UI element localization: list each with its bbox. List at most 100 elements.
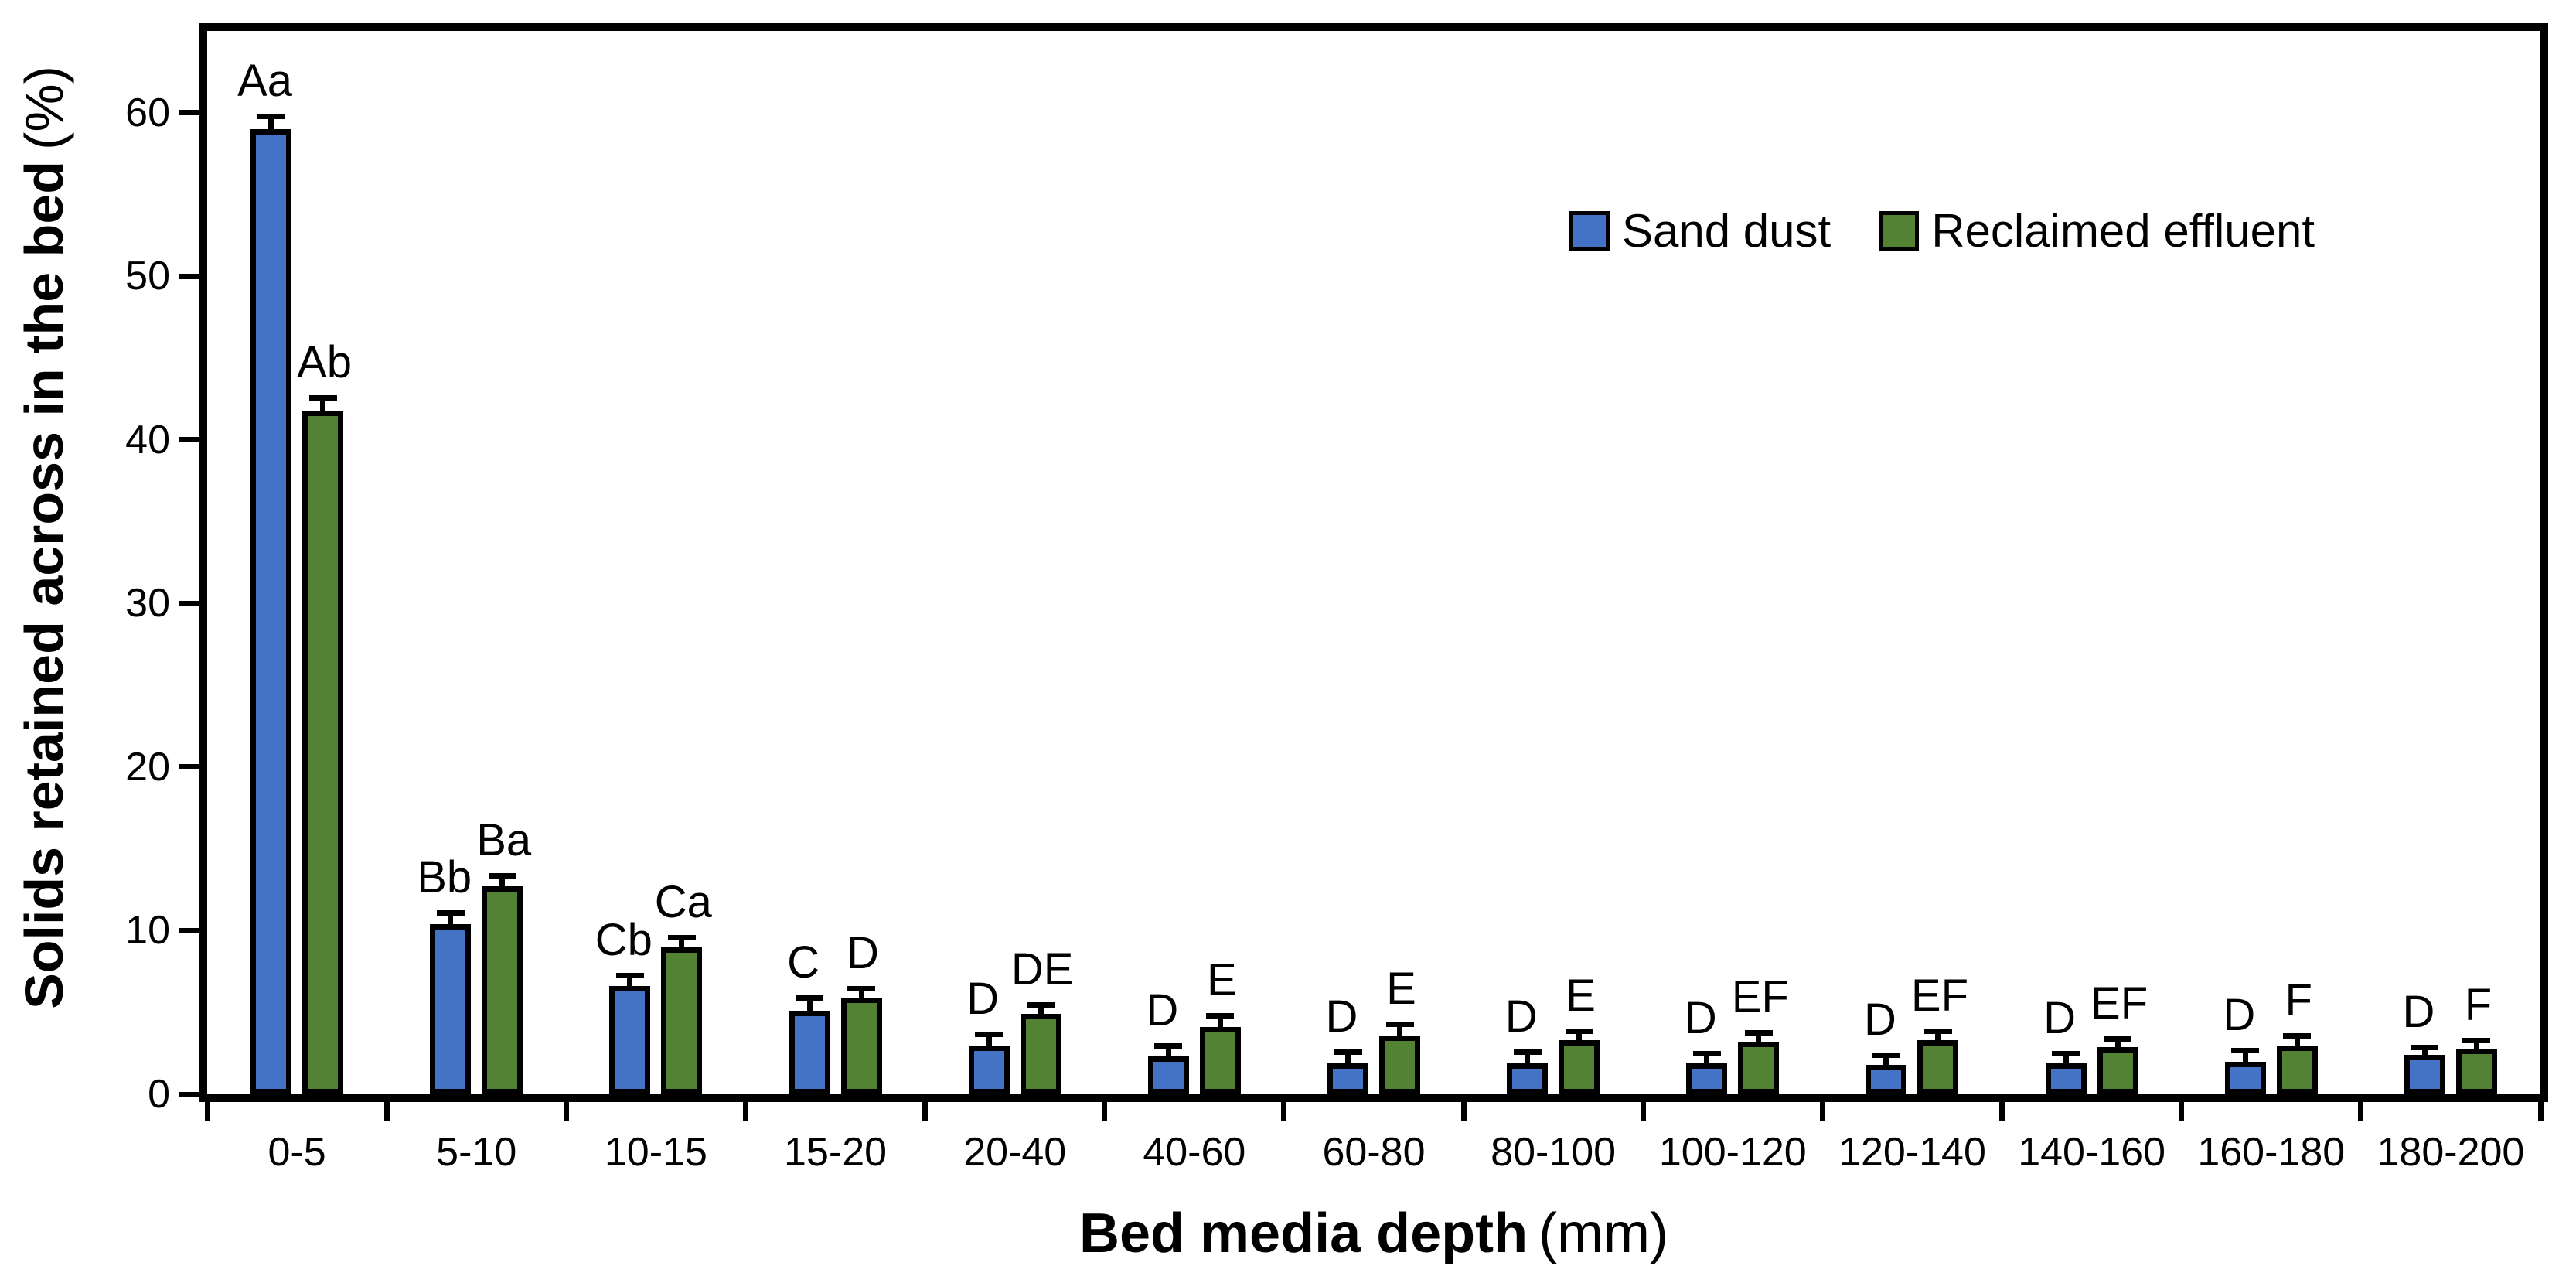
bar-reclaimed-effluent xyxy=(1738,1042,1780,1094)
x-axis-category-label: 0-5 xyxy=(267,1130,326,1175)
bar-sand-dust xyxy=(2224,1061,2266,1094)
bar-sand-dust xyxy=(789,1011,830,1094)
x-axis-category-label: 160-180 xyxy=(2197,1130,2346,1175)
bar-sand-dust xyxy=(968,1045,1010,1094)
legend: Sand dust Reclaimed effluent xyxy=(1569,206,2315,257)
x-axis-category-label: 80-100 xyxy=(1491,1130,1617,1175)
bar-sand-dust xyxy=(609,986,651,1094)
x-axis-tick xyxy=(1999,1102,2005,1121)
x-axis-title: Bed media depth (mm) xyxy=(207,1203,2540,1264)
y-axis-tick xyxy=(179,764,199,770)
x-axis-unit: (mm) xyxy=(1538,1203,1668,1264)
bar-sand-dust xyxy=(2404,1055,2445,1094)
bar-reclaimed-effluent xyxy=(1199,1027,1241,1094)
bar-reclaimed-effluent xyxy=(840,998,882,1094)
error-bar-line xyxy=(1576,1030,1583,1044)
y-axis-tick-label: 30 xyxy=(125,581,170,626)
bar-sand-dust xyxy=(1147,1056,1189,1094)
bar-reclaimed-effluent xyxy=(302,410,344,1094)
significance-letter: EF xyxy=(1910,970,1969,1021)
significance-letter: Cb xyxy=(595,914,653,965)
legend-label: Sand dust xyxy=(1622,205,1831,257)
y-axis-tick xyxy=(179,600,199,606)
significance-letter: D xyxy=(847,927,879,978)
y-axis-tick-label: 10 xyxy=(125,908,170,954)
bar-sand-dust xyxy=(1327,1063,1368,1094)
y-axis-tick xyxy=(179,110,199,116)
error-bar-line xyxy=(2421,1046,2428,1059)
significance-letter: DE xyxy=(1010,943,1074,995)
x-axis-category-label: 180-200 xyxy=(2377,1130,2525,1175)
significance-letter: E xyxy=(1566,970,1596,1021)
error-bar-line xyxy=(1704,1053,1710,1066)
bar-reclaimed-effluent xyxy=(661,947,703,1094)
significance-letter: D xyxy=(1504,991,1538,1042)
error-bar-line xyxy=(1165,1045,1171,1060)
error-bar-line xyxy=(806,998,813,1015)
error-bar-line xyxy=(1345,1052,1351,1066)
x-axis-category-label: 10-15 xyxy=(604,1130,707,1175)
x-axis-tick xyxy=(1281,1102,1287,1121)
x-axis-category-label: 15-20 xyxy=(784,1130,888,1175)
x-axis-tick xyxy=(1819,1102,1825,1121)
x-axis-tick xyxy=(2358,1102,2364,1121)
significance-letter: Ab xyxy=(297,336,353,387)
significance-letter: D xyxy=(1146,984,1179,1036)
x-axis-category-label: 120-140 xyxy=(1838,1130,1986,1175)
significance-letter: Ca xyxy=(654,876,712,927)
x-axis-tick xyxy=(383,1102,390,1121)
bar-reclaimed-effluent xyxy=(2097,1046,2138,1094)
error-bar-line xyxy=(1397,1024,1402,1039)
bar-reclaimed-effluent xyxy=(2455,1048,2497,1094)
significance-letter: Ba xyxy=(476,814,532,865)
y-axis-tick xyxy=(179,437,199,443)
legend-swatch-icon xyxy=(1879,211,1920,251)
bar-reclaimed-effluent xyxy=(1020,1014,1061,1094)
bar-reclaimed-effluent xyxy=(1379,1035,1420,1094)
significance-letter: E xyxy=(1207,955,1237,1006)
x-axis-tick xyxy=(922,1102,929,1121)
error-bar-line xyxy=(986,1033,992,1049)
x-axis-category-label: 20-40 xyxy=(963,1130,1067,1175)
significance-letter: D xyxy=(966,973,1000,1024)
significance-letter: D xyxy=(2402,986,2435,1037)
y-axis-tick xyxy=(179,273,199,279)
y-axis-tick xyxy=(179,927,199,933)
x-axis-tick xyxy=(2537,1102,2544,1121)
bar-sand-dust xyxy=(2045,1063,2087,1094)
error-bar-line xyxy=(2242,1049,2248,1065)
bar-sand-dust xyxy=(250,128,292,1094)
plot-area xyxy=(199,23,2548,1102)
x-axis-tick xyxy=(1102,1102,1108,1121)
bar-sand-dust xyxy=(1686,1063,1728,1094)
significance-letter: F xyxy=(2285,974,2312,1025)
bar-sand-dust xyxy=(430,924,472,1094)
significance-letter: F xyxy=(2464,980,2493,1031)
x-axis-tick xyxy=(563,1102,569,1121)
error-bar-line xyxy=(2294,1035,2300,1049)
error-bar-line xyxy=(679,937,685,950)
y-axis-title: Solids retained across in the bed(%) xyxy=(14,66,74,1009)
y-axis-tick-label: 0 xyxy=(148,1072,170,1117)
bar-reclaimed-effluent xyxy=(1559,1040,1600,1094)
x-axis-category-label: 40-60 xyxy=(1143,1130,1246,1175)
significance-letter: EF xyxy=(2090,978,2148,1029)
x-axis-tick xyxy=(1460,1102,1467,1121)
legend-swatch-icon xyxy=(1569,211,1610,251)
error-bar-line xyxy=(2063,1053,2069,1066)
x-axis-tick xyxy=(742,1102,748,1121)
error-bar-line xyxy=(1935,1030,1941,1044)
x-axis-tick xyxy=(2179,1102,2185,1121)
significance-letter: D xyxy=(1325,991,1358,1042)
x-axis-tick xyxy=(1640,1102,1646,1121)
error-bar-line xyxy=(1525,1052,1531,1066)
error-bar-line xyxy=(499,875,506,890)
significance-letter: D xyxy=(2223,989,2256,1040)
significance-letter: D xyxy=(2043,993,2077,1044)
x-axis-category-label: 60-80 xyxy=(1322,1130,1426,1175)
error-bar-line xyxy=(1883,1055,1889,1068)
x-axis-category-label: 100-120 xyxy=(1658,1130,1807,1175)
x-axis-category-label: 140-160 xyxy=(2018,1130,2166,1175)
bar-reclaimed-effluent xyxy=(482,886,523,1094)
